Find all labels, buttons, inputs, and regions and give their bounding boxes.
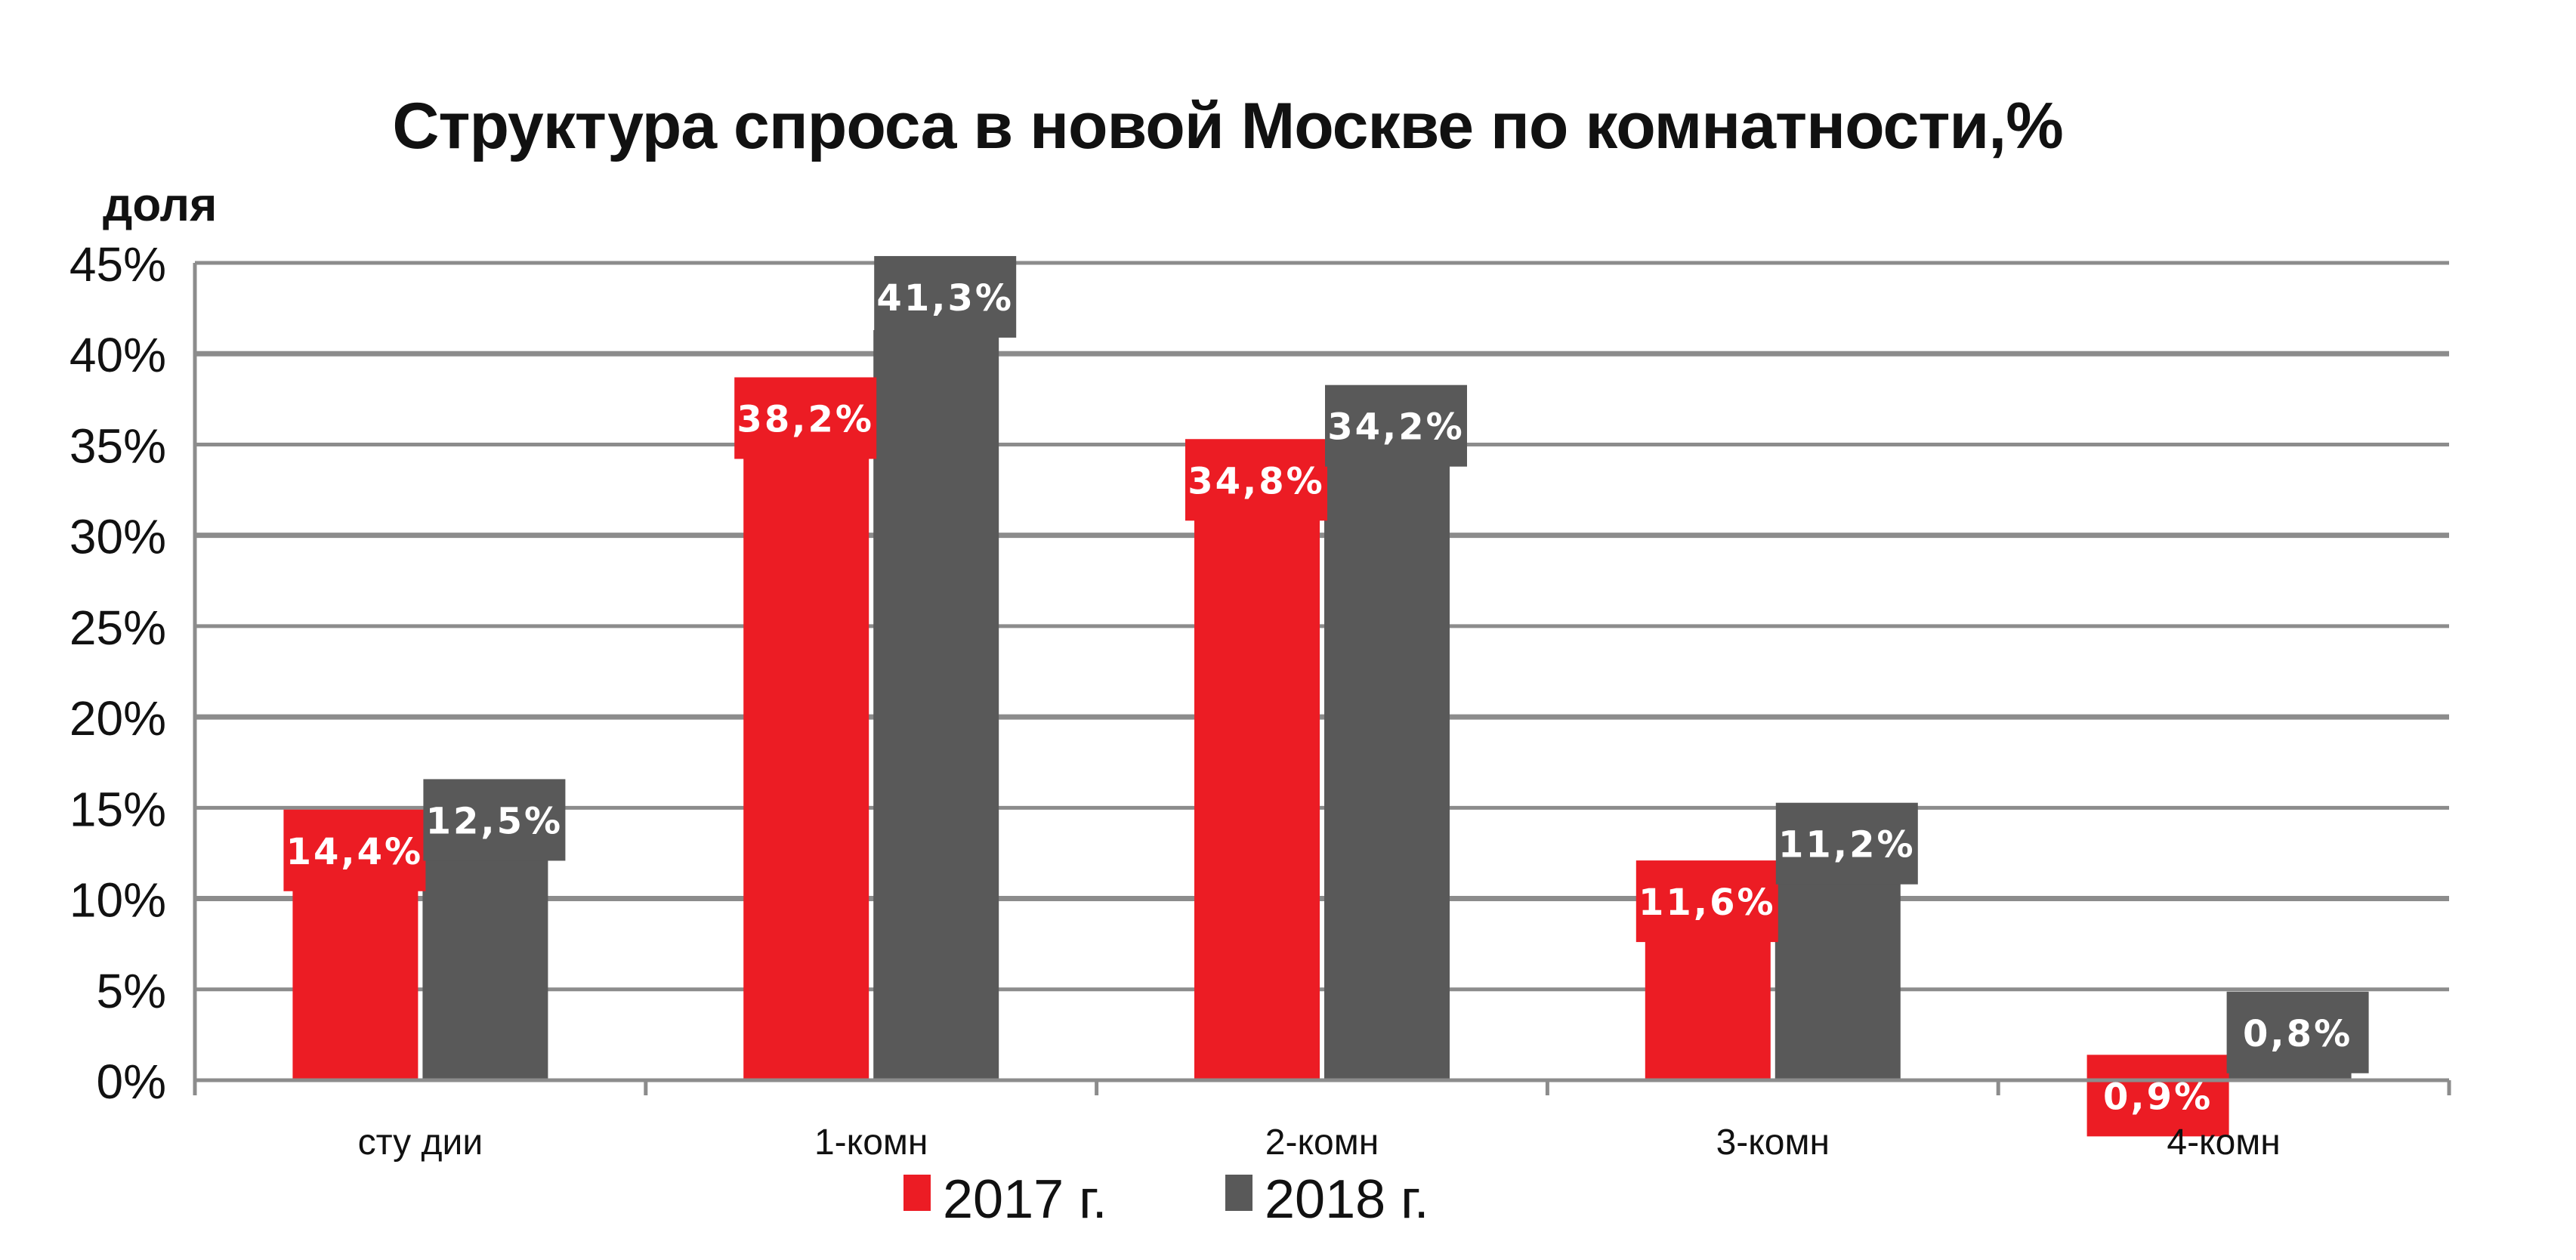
data-label: 0,9% [2103,1076,2213,1118]
bar [422,853,548,1080]
x-tick-label: сту дии [358,1123,483,1163]
data-label-box [423,779,566,861]
y-tick-label: 45% [69,237,166,292]
data-label-box [1775,802,1918,885]
data-label: 34,2% [1327,406,1465,449]
y-tick-label: 20% [69,691,166,746]
data-label: 14,4% [286,831,424,873]
data-label: 41,3% [876,277,1014,320]
data-label-box [874,255,1017,338]
bar [1324,459,1450,1080]
data-label-box [283,809,426,891]
y-tick-label: 15% [69,782,166,836]
legend-swatch [1225,1175,1252,1211]
y-tick-label: 40% [69,328,166,382]
bar [1774,876,1901,1080]
data-label: 38,2% [737,399,874,441]
y-tick-label: 25% [69,601,166,655]
y-tick-label: 0% [97,1055,167,1109]
data-label-box [734,377,877,459]
bars: 14,4% 38,2% 34,8% 11,6% 0,9% 12,5% 41,3% 34,2% 1… [283,255,2369,1137]
y-axis-ticks: 0% 5% 10% 15% 20% 25% 30% 35% 40% 45% [69,237,166,1109]
x-tick-label: 2-комн [1265,1123,1379,1163]
data-label-box [2086,1055,2229,1137]
x-tick-label: 1-комн [814,1123,928,1163]
data-label: 12,5% [426,800,564,842]
bar [873,329,999,1080]
data-label: 11,6% [1639,882,1776,924]
gridlines [195,261,2449,992]
data-label: 34,8% [1188,460,1325,502]
y-tick-label: 30% [69,510,166,564]
legend-label: 2018 г. [1265,1169,1429,1230]
y-tick-label: 5% [97,964,167,1018]
data-label-box [1325,384,1467,467]
y-axis-label: доля [103,179,217,231]
bar [1194,448,1320,1080]
data-label: 11,2% [1778,824,1916,866]
legend-label: 2017 г. [943,1169,1107,1230]
legend: 2017 г. 2018 г. [903,1169,1429,1230]
chart-title: Структура спроса в новой Москве по комна… [392,90,2063,162]
legend-swatch [903,1175,931,1211]
data-label: 0,8% [2243,1013,2352,1055]
x-axis: сту дии 1-комн 2-комн 3-комн 4-комн [193,263,2451,1163]
data-label-box [1635,860,1778,943]
data-label-box [2226,991,2369,1073]
y-tick-label: 35% [69,418,166,473]
data-label-box [1185,439,1327,521]
y-tick-label: 10% [69,873,166,928]
x-tick-label: 4-комн [2167,1123,2280,1163]
x-tick-label: 3-комн [1716,1123,1830,1163]
bar [743,386,869,1081]
